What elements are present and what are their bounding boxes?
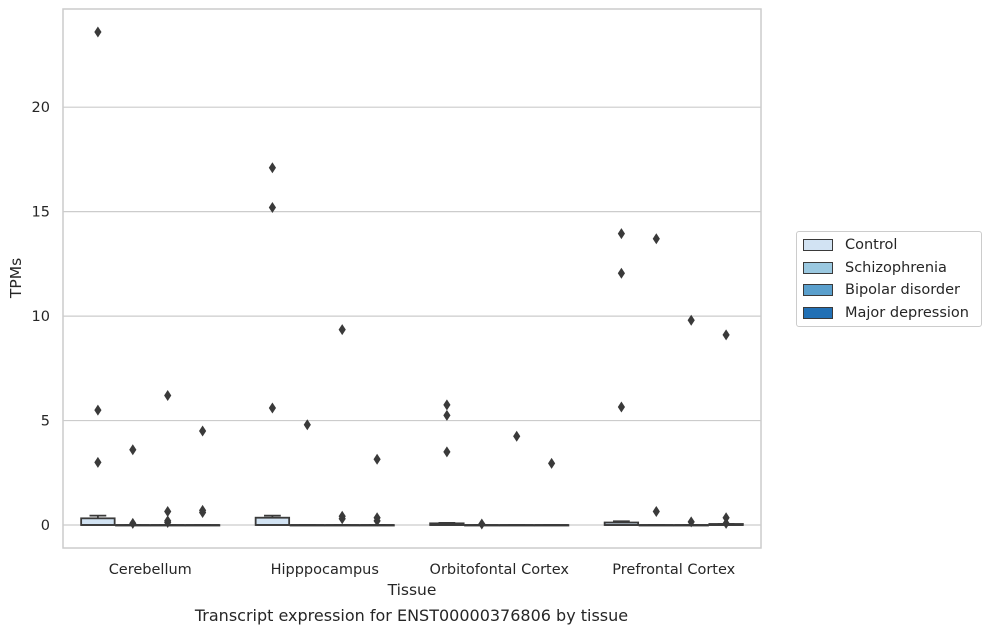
y-tick-label: 15 (32, 205, 50, 221)
outlier-point (722, 512, 730, 524)
box-control (603, 520, 640, 526)
legend: Control Schizophrenia Bipolar disorder M… (796, 231, 982, 327)
legend-label-control: Control (845, 237, 898, 253)
outlier-point (373, 453, 381, 465)
outlier-point (268, 402, 276, 414)
box-major-depression (533, 524, 570, 527)
legend-label-major-depression: Major depression (845, 305, 969, 321)
outlier-point (199, 506, 207, 518)
box-control (80, 514, 116, 526)
box-schizophrenia (638, 524, 674, 527)
legend-label-schizophrenia: Schizophrenia (845, 260, 947, 276)
x-tick-label: Hipppocampus (271, 562, 379, 578)
outlier-point (443, 446, 451, 458)
box-major-depression (184, 524, 221, 527)
x-axis-label: Tissue (387, 581, 437, 599)
box-control (254, 514, 291, 526)
y-tick-label: 5 (41, 414, 50, 430)
outlier-point (617, 401, 625, 413)
y-tick-label: 20 (32, 100, 50, 116)
x-tick-labels: Cerebellum Hipppocampus Orbitofontal Corte… (109, 562, 736, 578)
x-tick-label: Prefrontal Cortex (612, 562, 735, 578)
legend-swatch-major-depression (803, 307, 833, 319)
outlier-point (617, 228, 625, 240)
plot-area (62, 8, 762, 549)
outlier-point (129, 517, 137, 529)
outlier-point (338, 324, 346, 336)
x-tick-label: Cerebellum (109, 562, 192, 578)
outlier-point (164, 515, 172, 527)
outlier-point (722, 329, 730, 341)
legend-swatch-control (803, 239, 833, 251)
legend-item-bipolar: Bipolar disorder (803, 281, 960, 299)
outlier-point (199, 425, 207, 437)
outlier-point (443, 409, 451, 421)
legend-item-control: Control (803, 236, 897, 254)
y-tick-labels: 0 5 10 15 20 (32, 100, 50, 534)
outlier-point (94, 404, 102, 416)
outlier-point (94, 26, 102, 38)
box-body (80, 517, 116, 526)
outlier-point (722, 517, 730, 529)
legend-label-bipolar: Bipolar disorder (845, 282, 960, 298)
outlier-point (268, 162, 276, 174)
outlier-point (268, 201, 276, 213)
legend-item-major-depression: Major depression (803, 304, 969, 322)
box-bipolar-disorder (499, 524, 535, 527)
y-tick-label: 0 (41, 518, 50, 534)
outlier-point (164, 505, 172, 517)
outlier-point (513, 430, 521, 442)
outlier-point (338, 513, 346, 525)
outlier-point (478, 518, 486, 530)
box-body (254, 516, 291, 526)
outlier-point (548, 457, 556, 469)
y-axis-label: TPMs (7, 258, 25, 299)
legend-swatch-schizophrenia (803, 262, 833, 274)
outlier-point (687, 314, 695, 326)
legend-item-schizophrenia: Schizophrenia (803, 259, 947, 277)
outlier-marks (94, 26, 730, 530)
x-tick-label: Orbitofontal Cortex (430, 562, 570, 578)
chart-caption: Transcript expression for ENST0000037680… (194, 606, 629, 625)
outlier-point (443, 399, 451, 411)
outlier-point (652, 233, 660, 245)
box-bipolar-disorder (324, 524, 360, 527)
outlier-point (129, 444, 137, 456)
outlier-point (617, 267, 625, 279)
outlier-point (687, 516, 695, 528)
outlier-point (652, 505, 660, 517)
legend-swatch-bipolar (803, 284, 833, 296)
outlier-point (303, 419, 311, 431)
outlier-point (373, 515, 381, 527)
box-schizophrenia (289, 524, 325, 527)
box-control (429, 522, 465, 526)
y-tick-label: 10 (32, 309, 50, 325)
outlier-point (164, 389, 172, 401)
outlier-point (94, 456, 102, 468)
